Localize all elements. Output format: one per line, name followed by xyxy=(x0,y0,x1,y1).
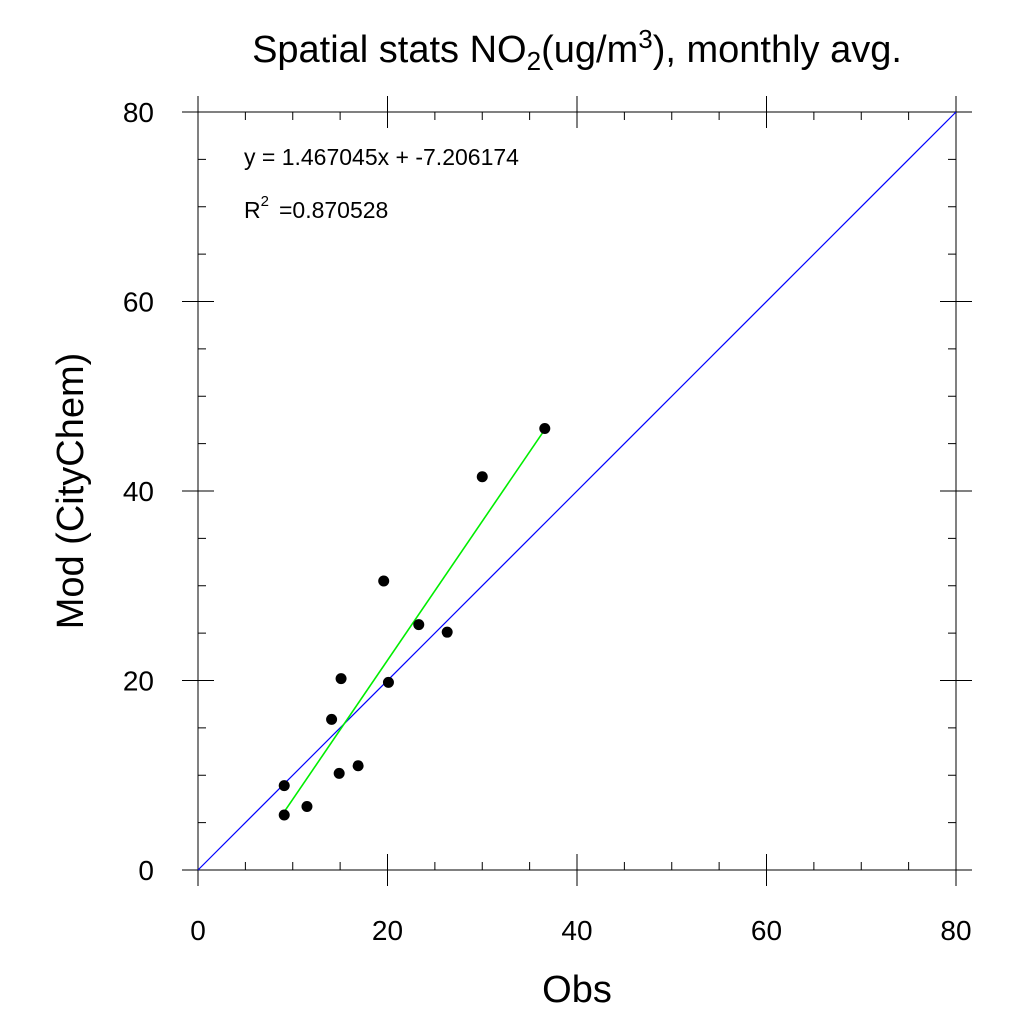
y-tick-label: 20 xyxy=(123,666,154,697)
x-tick-label: 60 xyxy=(751,915,782,946)
data-point xyxy=(382,676,394,688)
regression-equation: y = 1.467045x + -7.206174 xyxy=(244,144,519,170)
data-point xyxy=(333,767,345,779)
axis-ticks xyxy=(182,96,972,886)
regression-line xyxy=(283,429,546,813)
y-tick-label: 0 xyxy=(138,855,154,886)
one-to-one-line xyxy=(197,111,957,871)
x-tick-label: 40 xyxy=(561,915,592,946)
data-point xyxy=(539,422,551,434)
axis-tick-labels: 0 20 40 60 80 0 20 40 60 80 xyxy=(123,97,972,946)
x-tick-label: 0 xyxy=(190,915,206,946)
data-point xyxy=(326,713,338,725)
chart-title: Spatial stats NO2(ug/m3), monthly avg. xyxy=(252,24,902,76)
title-superscript: 3 xyxy=(638,24,652,54)
data-point xyxy=(378,575,390,587)
data-point xyxy=(278,809,290,821)
data-point xyxy=(476,471,488,483)
y-tick-label: 40 xyxy=(123,476,154,507)
x-axis-label: Obs xyxy=(542,969,612,1011)
x-tick-label: 20 xyxy=(372,915,403,946)
x-tick-label: 80 xyxy=(940,915,971,946)
y-axis-label: Mod (CityChem) xyxy=(50,353,92,630)
data-point xyxy=(413,619,425,631)
title-subscript: 2 xyxy=(527,46,541,76)
data-point xyxy=(278,780,290,792)
data-point xyxy=(441,626,453,638)
data-point xyxy=(301,801,313,813)
data-point xyxy=(335,673,347,685)
r-squared-label: R2 =0.870528 xyxy=(244,193,388,223)
y-tick-label: 60 xyxy=(123,287,154,318)
y-tick-label: 80 xyxy=(123,97,154,128)
data-point xyxy=(352,760,364,772)
data-points xyxy=(278,422,551,821)
